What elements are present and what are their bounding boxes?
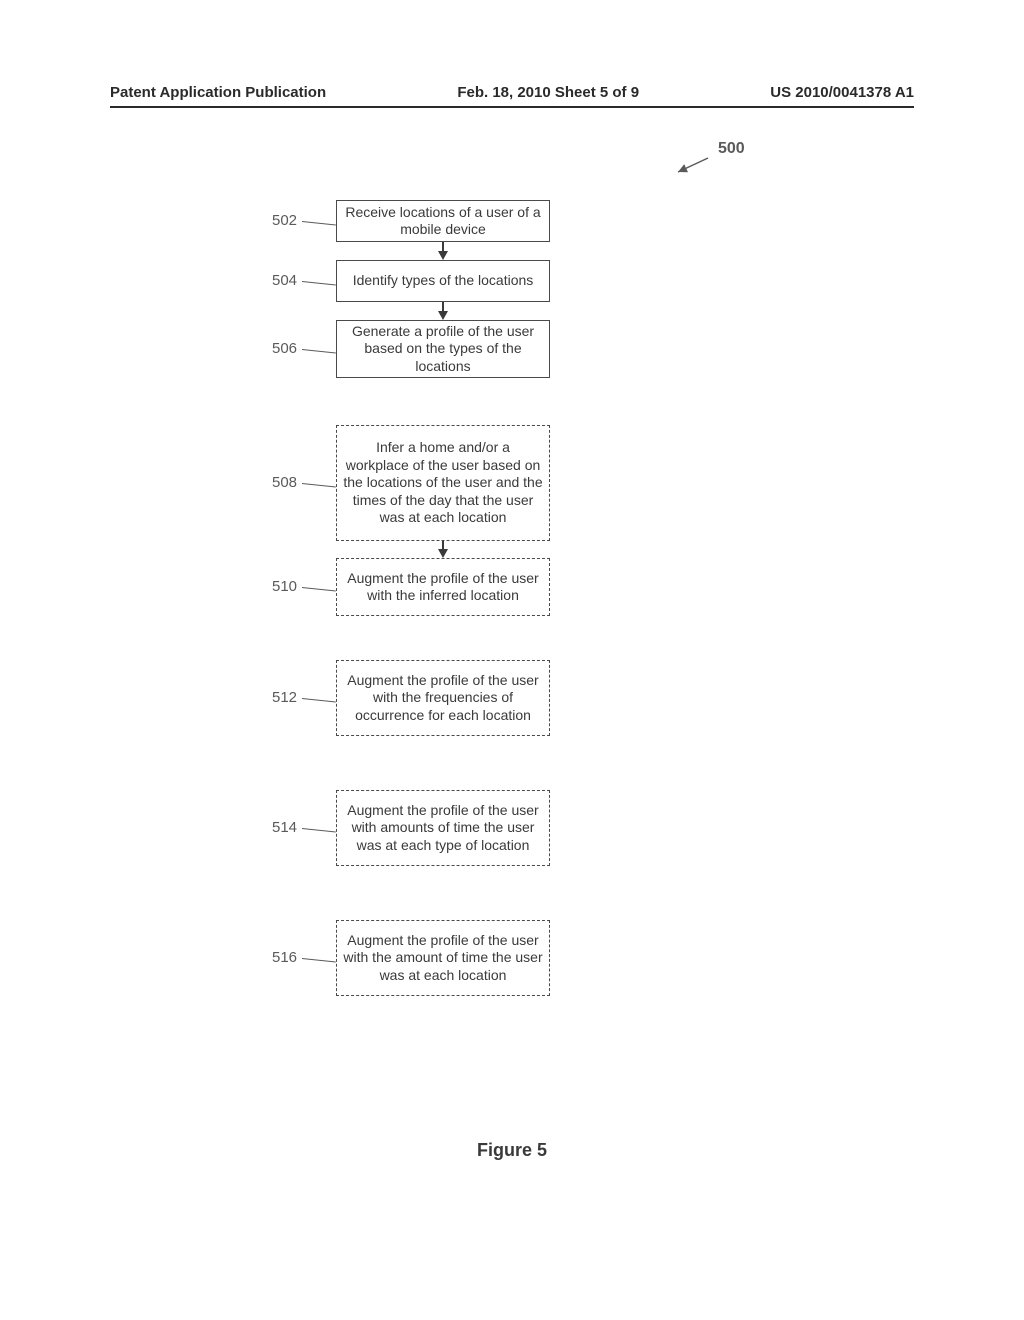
- step-ref-506: 506: [272, 340, 297, 357]
- step-box-512: Augment the profile of the user with the…: [336, 660, 550, 736]
- step-text: Augment the profile of the user with the…: [343, 570, 543, 605]
- step-ref-502: 502: [272, 212, 297, 229]
- step-text: Identify types of the locations: [353, 272, 534, 290]
- arrow-down-icon: [438, 251, 448, 260]
- ref-lead-icon: [302, 587, 336, 592]
- step-text: Receive locations of a user of a mobile …: [343, 204, 543, 239]
- step-ref-508: 508: [272, 474, 297, 491]
- step-box-502: Receive locations of a user of a mobile …: [336, 200, 550, 242]
- ref-lead-icon: [302, 349, 336, 354]
- header-left: Patent Application Publication: [110, 84, 326, 101]
- step-box-504: Identify types of the locations: [336, 260, 550, 302]
- ref-lead-icon: [302, 281, 336, 286]
- step-box-516: Augment the profile of the user with the…: [336, 920, 550, 996]
- step-box-514: Augment the profile of the user with amo…: [336, 790, 550, 866]
- header-center: Feb. 18, 2010 Sheet 5 of 9: [457, 84, 639, 101]
- arrow-down-icon: [438, 311, 448, 320]
- step-ref-504: 504: [272, 272, 297, 289]
- step-text: Augment the profile of the user with amo…: [343, 802, 543, 855]
- step-text: Augment the profile of the user with the…: [343, 672, 543, 725]
- header-rule: [110, 106, 914, 108]
- step-ref-512: 512: [272, 689, 297, 706]
- step-ref-510: 510: [272, 578, 297, 595]
- step-text: Generate a profile of the user based on …: [343, 323, 543, 376]
- step-box-506: Generate a profile of the user based on …: [336, 320, 550, 378]
- ref-lead-icon: [302, 483, 336, 488]
- step-text: Augment the profile of the user with the…: [343, 932, 543, 985]
- arrow-down-icon: [438, 549, 448, 558]
- figure-label: Figure 5: [0, 1140, 1024, 1161]
- ref-lead-icon: [302, 698, 336, 703]
- page-header: Patent Application Publication Feb. 18, …: [110, 84, 914, 101]
- ref-lead-icon: [302, 828, 336, 833]
- step-box-508: Infer a home and/or a workplace of the u…: [336, 425, 550, 541]
- ref-lead-icon: [302, 958, 336, 963]
- step-text: Infer a home and/or a workplace of the u…: [343, 439, 543, 527]
- step-ref-516: 516: [272, 949, 297, 966]
- header-right: US 2010/0041378 A1: [770, 84, 914, 101]
- ref-lead-icon: [302, 221, 336, 226]
- step-ref-514: 514: [272, 819, 297, 836]
- step-box-510: Augment the profile of the user with the…: [336, 558, 550, 616]
- page: Patent Application Publication Feb. 18, …: [0, 0, 1024, 1320]
- figure-ref-number: 500: [718, 140, 745, 158]
